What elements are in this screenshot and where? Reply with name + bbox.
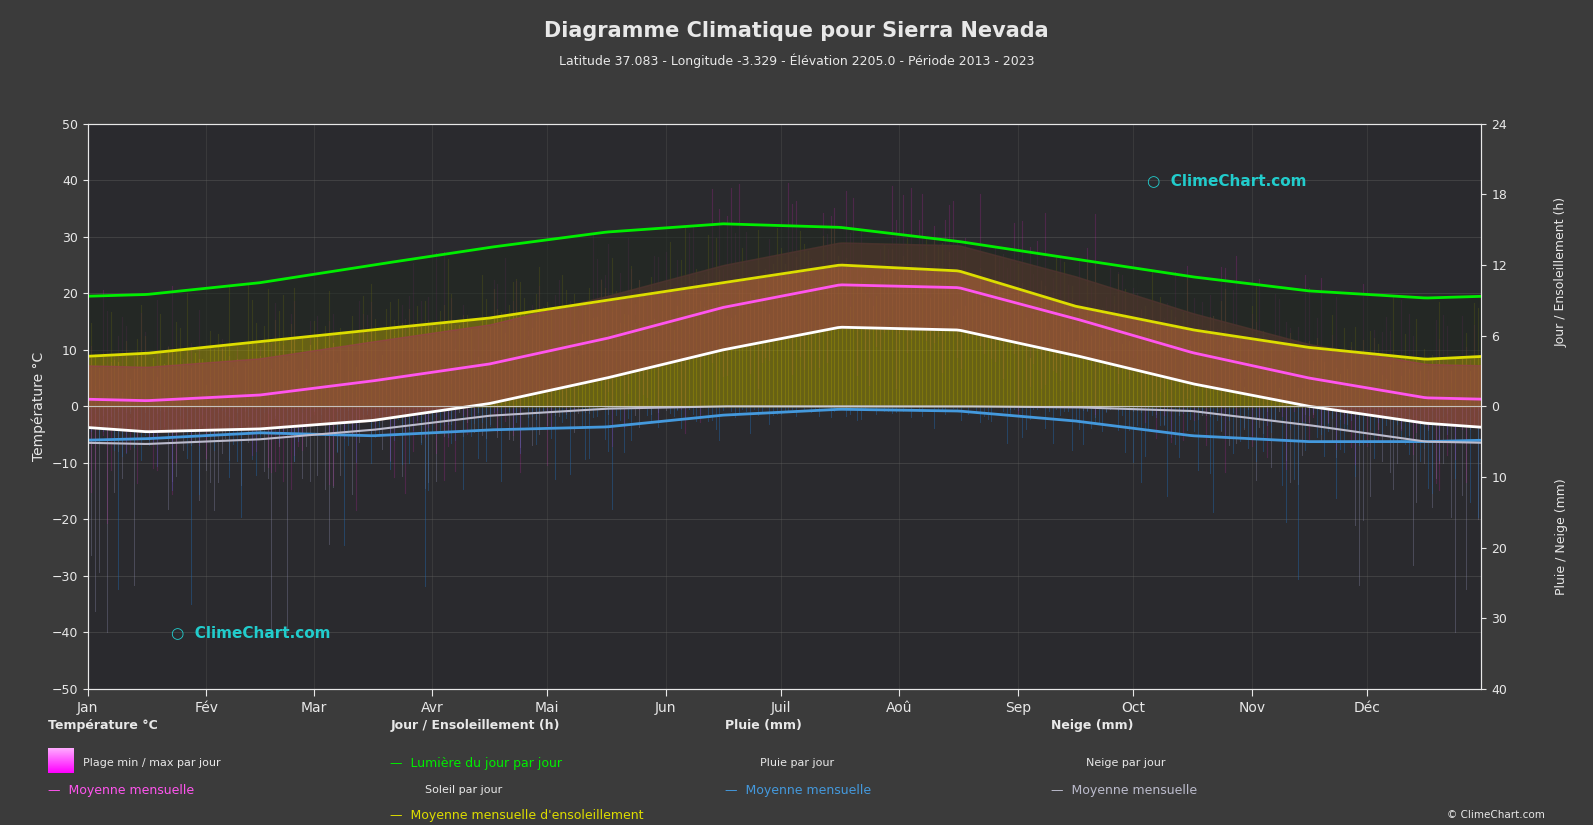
Text: Jour / Ensoleillement (h): Jour / Ensoleillement (h) [1555,197,1568,347]
Text: Neige (mm): Neige (mm) [1051,719,1134,733]
Text: Jour / Ensoleillement (h): Jour / Ensoleillement (h) [390,719,559,733]
Text: © ClimeChart.com: © ClimeChart.com [1448,810,1545,820]
Text: —  Moyenne mensuelle: — Moyenne mensuelle [1051,784,1198,797]
Text: Pluie / Neige (mm): Pluie / Neige (mm) [1555,478,1568,595]
Text: Pluie par jour: Pluie par jour [760,758,835,768]
Text: Soleil par jour: Soleil par jour [425,785,502,795]
Text: Diagramme Climatique pour Sierra Nevada: Diagramme Climatique pour Sierra Nevada [545,21,1048,40]
Text: Latitude 37.083 - Longitude -3.329 - Élévation 2205.0 - Période 2013 - 2023: Latitude 37.083 - Longitude -3.329 - Élé… [559,54,1034,68]
Text: ○  ClimeChart.com: ○ ClimeChart.com [172,625,331,640]
Text: Plage min / max par jour: Plage min / max par jour [83,758,220,768]
Text: Pluie (mm): Pluie (mm) [725,719,801,733]
Text: Température °C: Température °C [48,719,158,733]
Text: —  Lumière du jour par jour: — Lumière du jour par jour [390,757,562,770]
Y-axis label: Température °C: Température °C [32,351,46,461]
Text: Neige par jour: Neige par jour [1086,758,1166,768]
Text: ○  ClimeChart.com: ○ ClimeChart.com [1147,172,1306,188]
Text: —  Moyenne mensuelle: — Moyenne mensuelle [725,784,871,797]
Text: —  Moyenne mensuelle d'ensoleillement: — Moyenne mensuelle d'ensoleillement [390,808,644,822]
Text: —  Moyenne mensuelle: — Moyenne mensuelle [48,784,194,797]
